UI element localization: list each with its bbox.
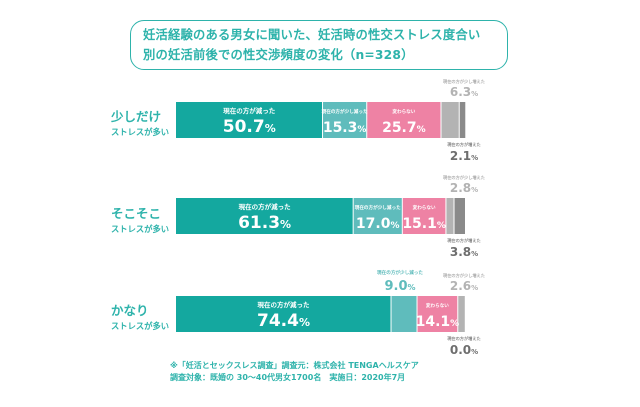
segment-value-label: 6.3% (450, 85, 478, 99)
bar-segment (366, 102, 442, 138)
bar-segment (322, 102, 367, 138)
bar-segment (417, 296, 458, 332)
segment-value-label: 61.3% (238, 213, 291, 233)
segment-name-label: 現在の方が増えた (447, 335, 481, 342)
source-note-line-2: 調査対象：既婚の 30～40代男女1700名 実施日：2020年7月 (170, 373, 406, 382)
bar-segment (176, 102, 323, 138)
category-label-sub: ストレスが多い (111, 224, 170, 234)
category-label-sub: ストレスが多い (111, 127, 170, 137)
segment-name-label: 変わらない (392, 108, 415, 115)
segment-name-label: 現在の方が増えた (447, 237, 481, 244)
segment-value-label: 14.1% (416, 314, 460, 330)
bar-segment (454, 198, 465, 234)
bar-segment (402, 198, 446, 234)
segment-name-label: 現在の方が少し増えた (443, 272, 485, 279)
category-label-2: かなり ストレスが多い (111, 303, 169, 333)
bar-segment (176, 296, 392, 332)
category-label-main: かなり (111, 303, 149, 318)
bar-segment (445, 198, 455, 234)
segment-name-label: 現在の方が少し減った (377, 269, 423, 276)
segment-name-label: 現在の方が少し減った (355, 204, 401, 211)
segment-value-label: 2.6% (450, 279, 478, 293)
category-label-sub: ストレスが多い (111, 321, 170, 331)
segment-name-label: 現在の方が少し増えた (443, 78, 485, 85)
segment-value-label: 17.0% (356, 216, 400, 232)
category-label-main: 少しだけ (111, 109, 162, 124)
segment-name-label: 現在の方が少し増えた (443, 174, 485, 181)
title-line-2: 別の妊活前後での性交渉頻度の変化（n=328） (143, 48, 414, 62)
segment-name-label: 変わらない (426, 302, 449, 309)
source-note-line-1: ※「妊活とセックスレス調査」調査元：株式会社 TENGAヘルスケア (170, 361, 419, 370)
segment-name-label: 現在の方が減った (239, 202, 292, 211)
segment-name-label: 現在の方が少し減った (322, 108, 368, 115)
bar-segment (391, 296, 418, 332)
source-note: ※「妊活とセックスレス調査」調査元：株式会社 TENGAヘルスケア 調査対象：既… (170, 360, 470, 384)
title-line-1: 妊活経験のある男女に聞いた、妊活時の性交ストレス度合い (143, 28, 481, 42)
segment-name-label: 現在の方が減った (223, 106, 276, 115)
segment-value-label: 3.8% (450, 245, 478, 259)
segment-value-label: 74.4% (257, 311, 310, 331)
segment-value-label: 0.0% (450, 343, 478, 357)
category-label-main: そこそこ (111, 206, 162, 221)
segment-name-label: 変わらない (413, 204, 436, 211)
segment-value-label: 2.1% (450, 149, 478, 163)
category-label-1: そこそこ ストレスが多い (111, 206, 169, 236)
chart-title: 妊活経験のある男女に聞いた、妊活時の性交ストレス度合い 別の妊活前後での性交渉頻… (130, 20, 508, 70)
bar-segment (353, 198, 403, 234)
bar-segment (176, 198, 354, 234)
category-label-0: 少しだけ ストレスが多い (111, 109, 169, 139)
segment-value-label: 15.1% (402, 216, 446, 232)
segment-name-label: 現在の方が減った (258, 300, 311, 309)
segment-name-label: 現在の方が増えた (447, 141, 481, 148)
segment-value-label: 2.8% (450, 181, 478, 195)
segment-value-label: 50.7% (223, 117, 276, 137)
segment-value-label: 9.0% (384, 279, 415, 294)
bar-segment (441, 102, 460, 138)
segment-value-label: 15.3% (323, 120, 367, 136)
bar-segment (459, 102, 466, 138)
bar-segment (457, 296, 466, 332)
segment-value-label: 25.7% (382, 120, 426, 136)
